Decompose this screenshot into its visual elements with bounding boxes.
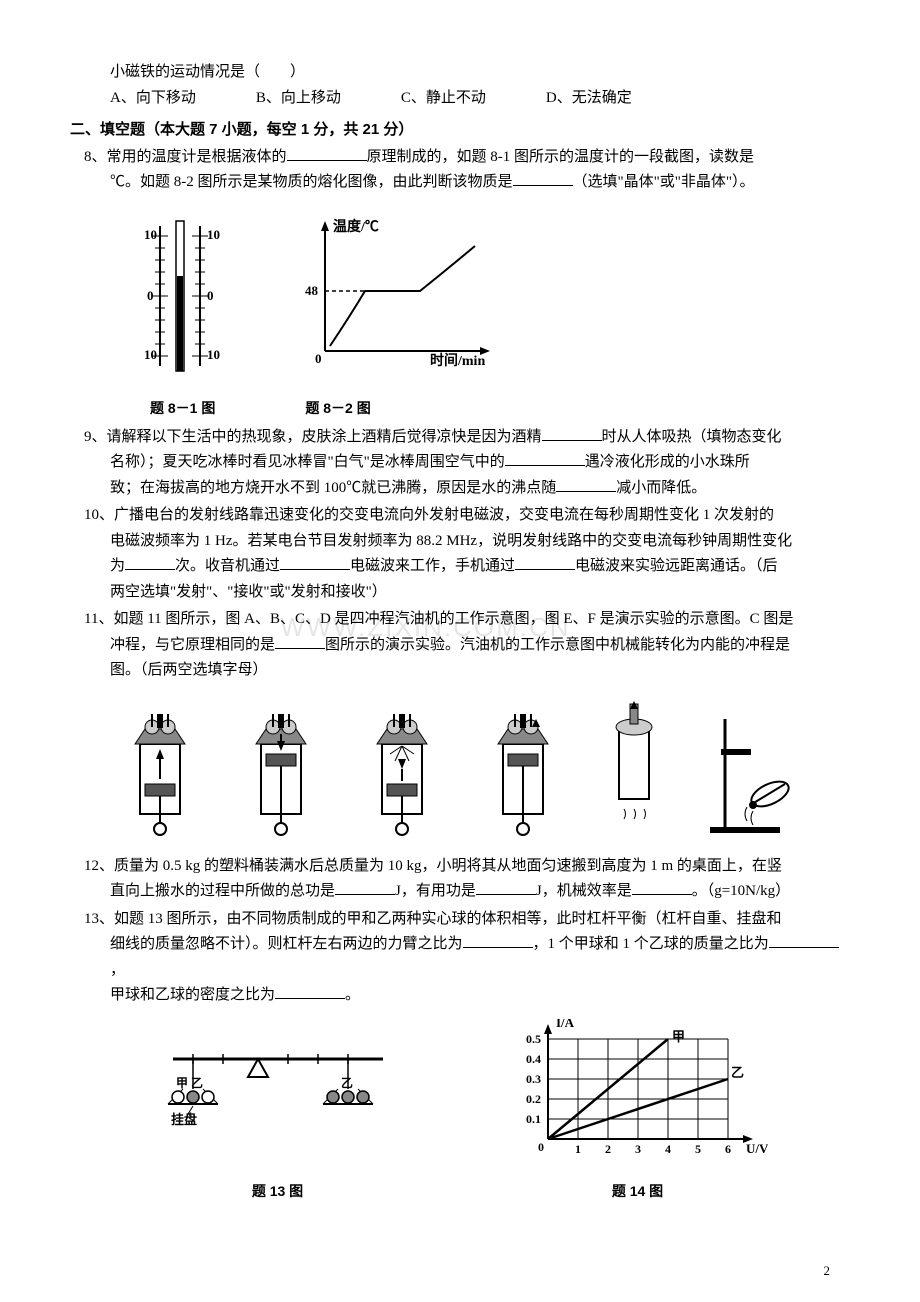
svg-text:5: 5 xyxy=(695,1142,701,1156)
svg-text:0.1: 0.1 xyxy=(526,1112,541,1126)
exp-e xyxy=(599,699,674,839)
svg-text:10: 10 xyxy=(144,347,157,362)
q13-t2: 细线的质量忽略不计）。则杠杆左右两边的力臂之比为 xyxy=(110,936,463,952)
svg-text:0: 0 xyxy=(207,288,214,303)
svg-text:1: 1 xyxy=(575,1142,581,1156)
fig-13-14-row: 甲 乙 乙 挂盘 题 13 图 xyxy=(100,1019,820,1204)
svg-text:0.2: 0.2 xyxy=(526,1092,541,1106)
q8-t4: （选填"晶体"或"非晶体"）。 xyxy=(573,174,755,190)
q11-t2: 冲程，与它原理相同的是 xyxy=(110,637,275,653)
svg-text:3: 3 xyxy=(635,1142,641,1156)
page-number: 2 xyxy=(824,1260,831,1282)
q11: 11、如题 11 图所示，图 A、B、C、D 是四冲程汽油机的工作示意图，图 E… xyxy=(70,607,850,684)
q9-t2: 时从人体吸热（填物态变化 xyxy=(602,429,782,445)
q12-t5: 。（g=10N/kg） xyxy=(692,883,790,899)
engine-b xyxy=(236,699,326,839)
svg-text:10: 10 xyxy=(144,227,157,242)
fig14: I/A U/V 0.5 0.4 0.3 0.2 0.1 0 1 2 3 4 5 … xyxy=(508,1019,768,1204)
q8-t2: 原理制成的，如题 8-1 图所示的温度计的一段截图，读数是 xyxy=(367,149,755,165)
engine-d xyxy=(478,699,568,839)
q8: 8、常用的温度计是根据液体的 原理制成的，如题 8-1 图所示的温度计的一段截图，… xyxy=(70,145,850,196)
svg-text:0: 0 xyxy=(538,1140,544,1154)
q13-t5: 甲球和乙球的密度之比为 xyxy=(110,987,275,1003)
q12-t3: J，有用功是 xyxy=(395,883,476,899)
q8-t3: ℃。如题 8-2 图所示是某物质的熔化图像，由此判断该物质是 xyxy=(110,174,513,190)
q10-t4: 次。收音机通过 xyxy=(175,558,280,574)
q10-t1: 10、广播电台的发射线路靠迅速变化的交变电流向外发射电磁波，交变电流在每秒周期性… xyxy=(84,507,774,523)
svg-text:乙: 乙 xyxy=(191,1076,203,1090)
svg-text:甲: 甲 xyxy=(672,1029,685,1044)
q7-opt-c: C、静止不动 xyxy=(401,86,486,112)
svg-text:甲: 甲 xyxy=(176,1076,188,1090)
fig8-svg: 10 10 0 0 10 10 温度/℃ 48 0 时间/min xyxy=(130,206,510,386)
q9: 9、请解释以下生活中的热现象，皮肤涂上酒精后觉得凉快是因为酒精 时从人体吸热（填物… xyxy=(70,425,850,502)
fig8-2-caption: 题 8－2 图 xyxy=(305,397,370,421)
q12-t4: J，机械效率是 xyxy=(536,883,632,899)
svg-text:0.4: 0.4 xyxy=(526,1052,541,1066)
svg-text:温度/℃: 温度/℃ xyxy=(333,218,379,235)
svg-text:时间/min: 时间/min xyxy=(430,352,485,369)
q12-t1: 12、质量为 0.5 kg 的塑料桶装满水后总质量为 10 kg，小明将其从地面… xyxy=(84,858,782,874)
q10-t7: 两空选填"发射"、"接收"或"发射和接收"） xyxy=(110,584,387,600)
q10-t3: 为 xyxy=(110,558,125,574)
q9-t6: 减小而降低。 xyxy=(616,480,706,496)
svg-text:6: 6 xyxy=(725,1142,731,1156)
q7-opt-b: B、向上移动 xyxy=(256,86,341,112)
svg-text:0: 0 xyxy=(147,288,154,303)
q12: 12、质量为 0.5 kg 的塑料桶装满水后总质量为 10 kg，小明将其从地面… xyxy=(70,854,850,905)
q8-t1: 8、常用的温度计是根据液体的 xyxy=(84,149,287,165)
engine-a xyxy=(115,699,205,839)
q7-opt-d: D、无法确定 xyxy=(546,86,632,112)
svg-text:10: 10 xyxy=(207,227,220,242)
q13: 13、如题 13 图所示，由不同物质制成的甲和乙两种实心球的体积相等，此时杠杆平… xyxy=(70,907,850,1009)
fig14-caption: 题 14 图 xyxy=(508,1180,768,1204)
engine-c xyxy=(357,699,447,839)
q13-t3: ，1 个甲球和 1 个乙球的质量之比为 xyxy=(533,936,769,952)
engine-figures xyxy=(100,699,820,839)
q10: 10、广播电台的发射线路靠迅速变化的交变电流向外发射电磁波，交变电流在每秒周期性… xyxy=(70,503,850,605)
q10-t5: 电磁波来工作，手机通过 xyxy=(350,558,515,574)
svg-text:I/A: I/A xyxy=(556,1019,575,1030)
q9-t5: 致；在海拔高的地方烧开水不到 100℃就已沸腾，原因是水的沸点随 xyxy=(110,480,556,496)
svg-text:2: 2 xyxy=(605,1142,611,1156)
fig8-1-caption: 题 8－1 图 xyxy=(150,397,215,421)
q9-t3: 名称）；夏天吃冰棒时看见冰棒冒"白气"是冰棒周围空气中的 xyxy=(110,454,505,470)
svg-text:48: 48 xyxy=(305,283,319,298)
q9-t4: 遇冷液化形成的小水珠所 xyxy=(585,454,750,470)
fig13: 甲 乙 乙 挂盘 题 13 图 xyxy=(153,1019,403,1204)
fig13-caption: 题 13 图 xyxy=(153,1180,403,1204)
exp-f xyxy=(705,699,805,839)
section-2-title: 二、填空题（本大题 7 小题，每空 1 分，共 21 分） xyxy=(70,117,850,143)
q12-t2: 直向上搬水的过程中所做的总功是 xyxy=(110,883,335,899)
q7-options: A、向下移动 B、向上移动 C、静止不动 D、无法确定 xyxy=(110,86,850,112)
svg-text:0.3: 0.3 xyxy=(526,1072,541,1086)
svg-text:乙: 乙 xyxy=(731,1065,744,1080)
q11-t4: 图。（后两空选填字母） xyxy=(110,662,268,678)
svg-text:0.5: 0.5 xyxy=(526,1032,541,1046)
q13-t1: 13、如题 13 图所示，由不同物质制成的甲和乙两种实心球的体积相等，此时杠杆平… xyxy=(84,911,782,927)
q7-cont: 小磁铁的运动情况是（ ） xyxy=(110,60,850,86)
svg-text:0: 0 xyxy=(315,351,322,366)
q13-t4: ， xyxy=(110,962,125,978)
svg-text:乙: 乙 xyxy=(341,1076,353,1090)
svg-text:挂盘: 挂盘 xyxy=(171,1112,197,1127)
q11-t3: 图所示的演示实验。汽油机的工作示意图中机械能转化为内能的冲程是 xyxy=(325,637,790,653)
q10-t2: 电磁波频率为 1 Hz。若某电台节目发射频率为 88.2 MHz，说明发射线路中… xyxy=(110,533,792,549)
svg-text:U/V: U/V xyxy=(746,1141,768,1156)
q10-t6: 电磁波来实验远距离通话。（后 xyxy=(575,558,778,574)
q13-t6: 。 xyxy=(345,987,360,1003)
q11-t1: 11、如题 11 图所示，图 A、B、C、D 是四冲程汽油机的工作示意图，图 E… xyxy=(84,611,793,627)
svg-text:4: 4 xyxy=(665,1142,671,1156)
q7-opt-a: A、向下移动 xyxy=(110,86,196,112)
svg-text:10: 10 xyxy=(207,347,220,362)
q9-t1: 9、请解释以下生活中的热现象，皮肤涂上酒精后觉得凉快是因为酒精 xyxy=(84,429,542,445)
